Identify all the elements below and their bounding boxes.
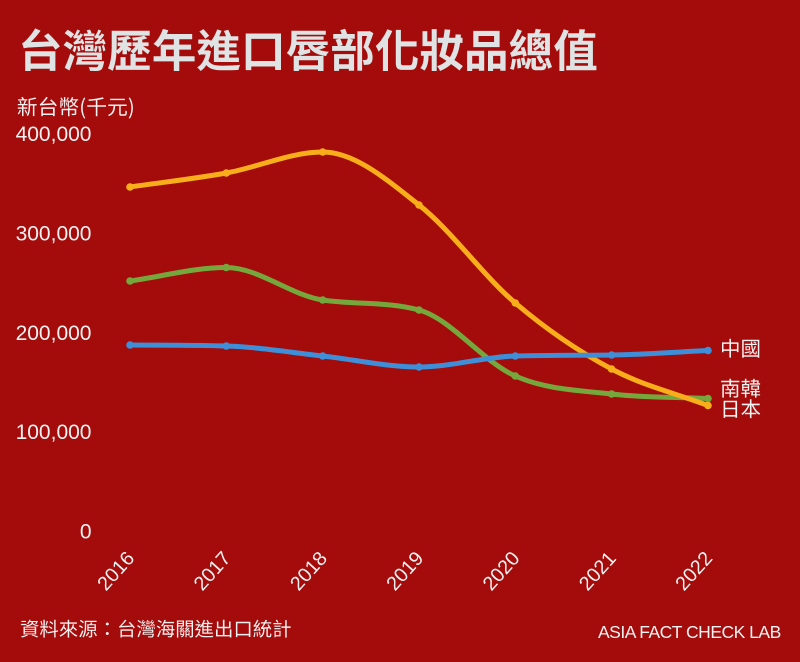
svg-text:0: 0 xyxy=(80,521,92,544)
svg-text:300,000: 300,000 xyxy=(16,223,92,246)
svg-text:400,000: 400,000 xyxy=(16,123,92,146)
svg-text:ASIA FACT CHECK LAB: ASIA FACT CHECK LAB xyxy=(598,622,781,642)
svg-text:100,000: 100,000 xyxy=(16,421,92,444)
svg-text:200,000: 200,000 xyxy=(16,322,92,345)
